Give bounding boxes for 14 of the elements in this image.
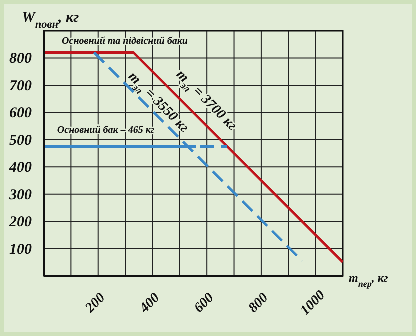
x-tick-label: 600 <box>192 290 218 316</box>
y-tick-label: 200 <box>8 214 32 231</box>
x-tick-label: 200 <box>82 290 109 317</box>
y-tick-label: 800 <box>10 51 32 68</box>
y-tick-label: 100 <box>10 242 32 258</box>
y-tick-label: 500 <box>10 132 32 149</box>
y-tick-label: 600 <box>10 106 32 122</box>
x-tick-label: 400 <box>136 290 163 317</box>
x-axis-title: m$_{пер}$, кг <box>349 271 389 289</box>
y-axis-title: W$_{повн}$, кг <box>22 10 80 31</box>
y-tick-label: 300 <box>8 187 32 204</box>
y-tick-label: 400 <box>8 160 32 176</box>
y-tick-label: 700 <box>10 78 32 94</box>
x-tick-label: 800 <box>246 290 272 316</box>
